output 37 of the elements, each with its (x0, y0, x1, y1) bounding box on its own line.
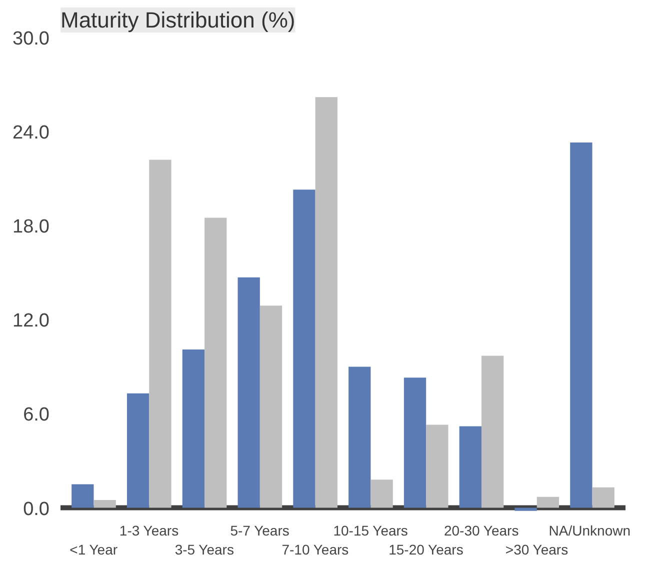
bar (315, 97, 338, 508)
x-tick-label: NA/Unknown (548, 522, 630, 538)
bar (514, 508, 537, 511)
x-tick-label: >30 Years (505, 542, 568, 558)
x-tick-label: 3-5 Years (174, 542, 234, 558)
bar (149, 160, 172, 508)
x-tick-label: 5-7 Years (230, 522, 290, 538)
bar (348, 366, 371, 508)
x-tick-label: 15-20 Years (388, 542, 464, 558)
x-tick-label: 10-15 Years (333, 522, 408, 538)
bar (459, 426, 482, 508)
bar (182, 349, 205, 508)
y-tick-label: 30.0 (12, 28, 50, 50)
bar (94, 500, 116, 508)
bar (126, 393, 150, 508)
bar (260, 306, 282, 508)
bar (293, 190, 316, 508)
bar (204, 218, 227, 508)
y-tick-label: 18.0 (12, 216, 50, 238)
y-tick-label: 6.0 (23, 404, 50, 426)
x-tick-label: <1 Year (70, 542, 118, 558)
bar (592, 487, 614, 508)
bar (426, 424, 448, 508)
x-tick-label: 20-30 Years (444, 522, 519, 538)
y-tick-label: 12.0 (12, 310, 50, 332)
y-tick-label: 24.0 (12, 122, 50, 144)
x-tick-label: 1-3 Years (119, 522, 179, 538)
bar (404, 378, 426, 508)
bar (570, 142, 592, 508)
bar (481, 356, 504, 508)
bar (370, 480, 393, 508)
y-tick-label: 0.0 (23, 498, 50, 520)
x-tick-label: 7-10 Years (282, 542, 349, 558)
bar (72, 484, 94, 508)
chart-title: Maturity Distribution (%) (60, 8, 296, 32)
bar (238, 277, 260, 508)
bar (536, 496, 560, 508)
